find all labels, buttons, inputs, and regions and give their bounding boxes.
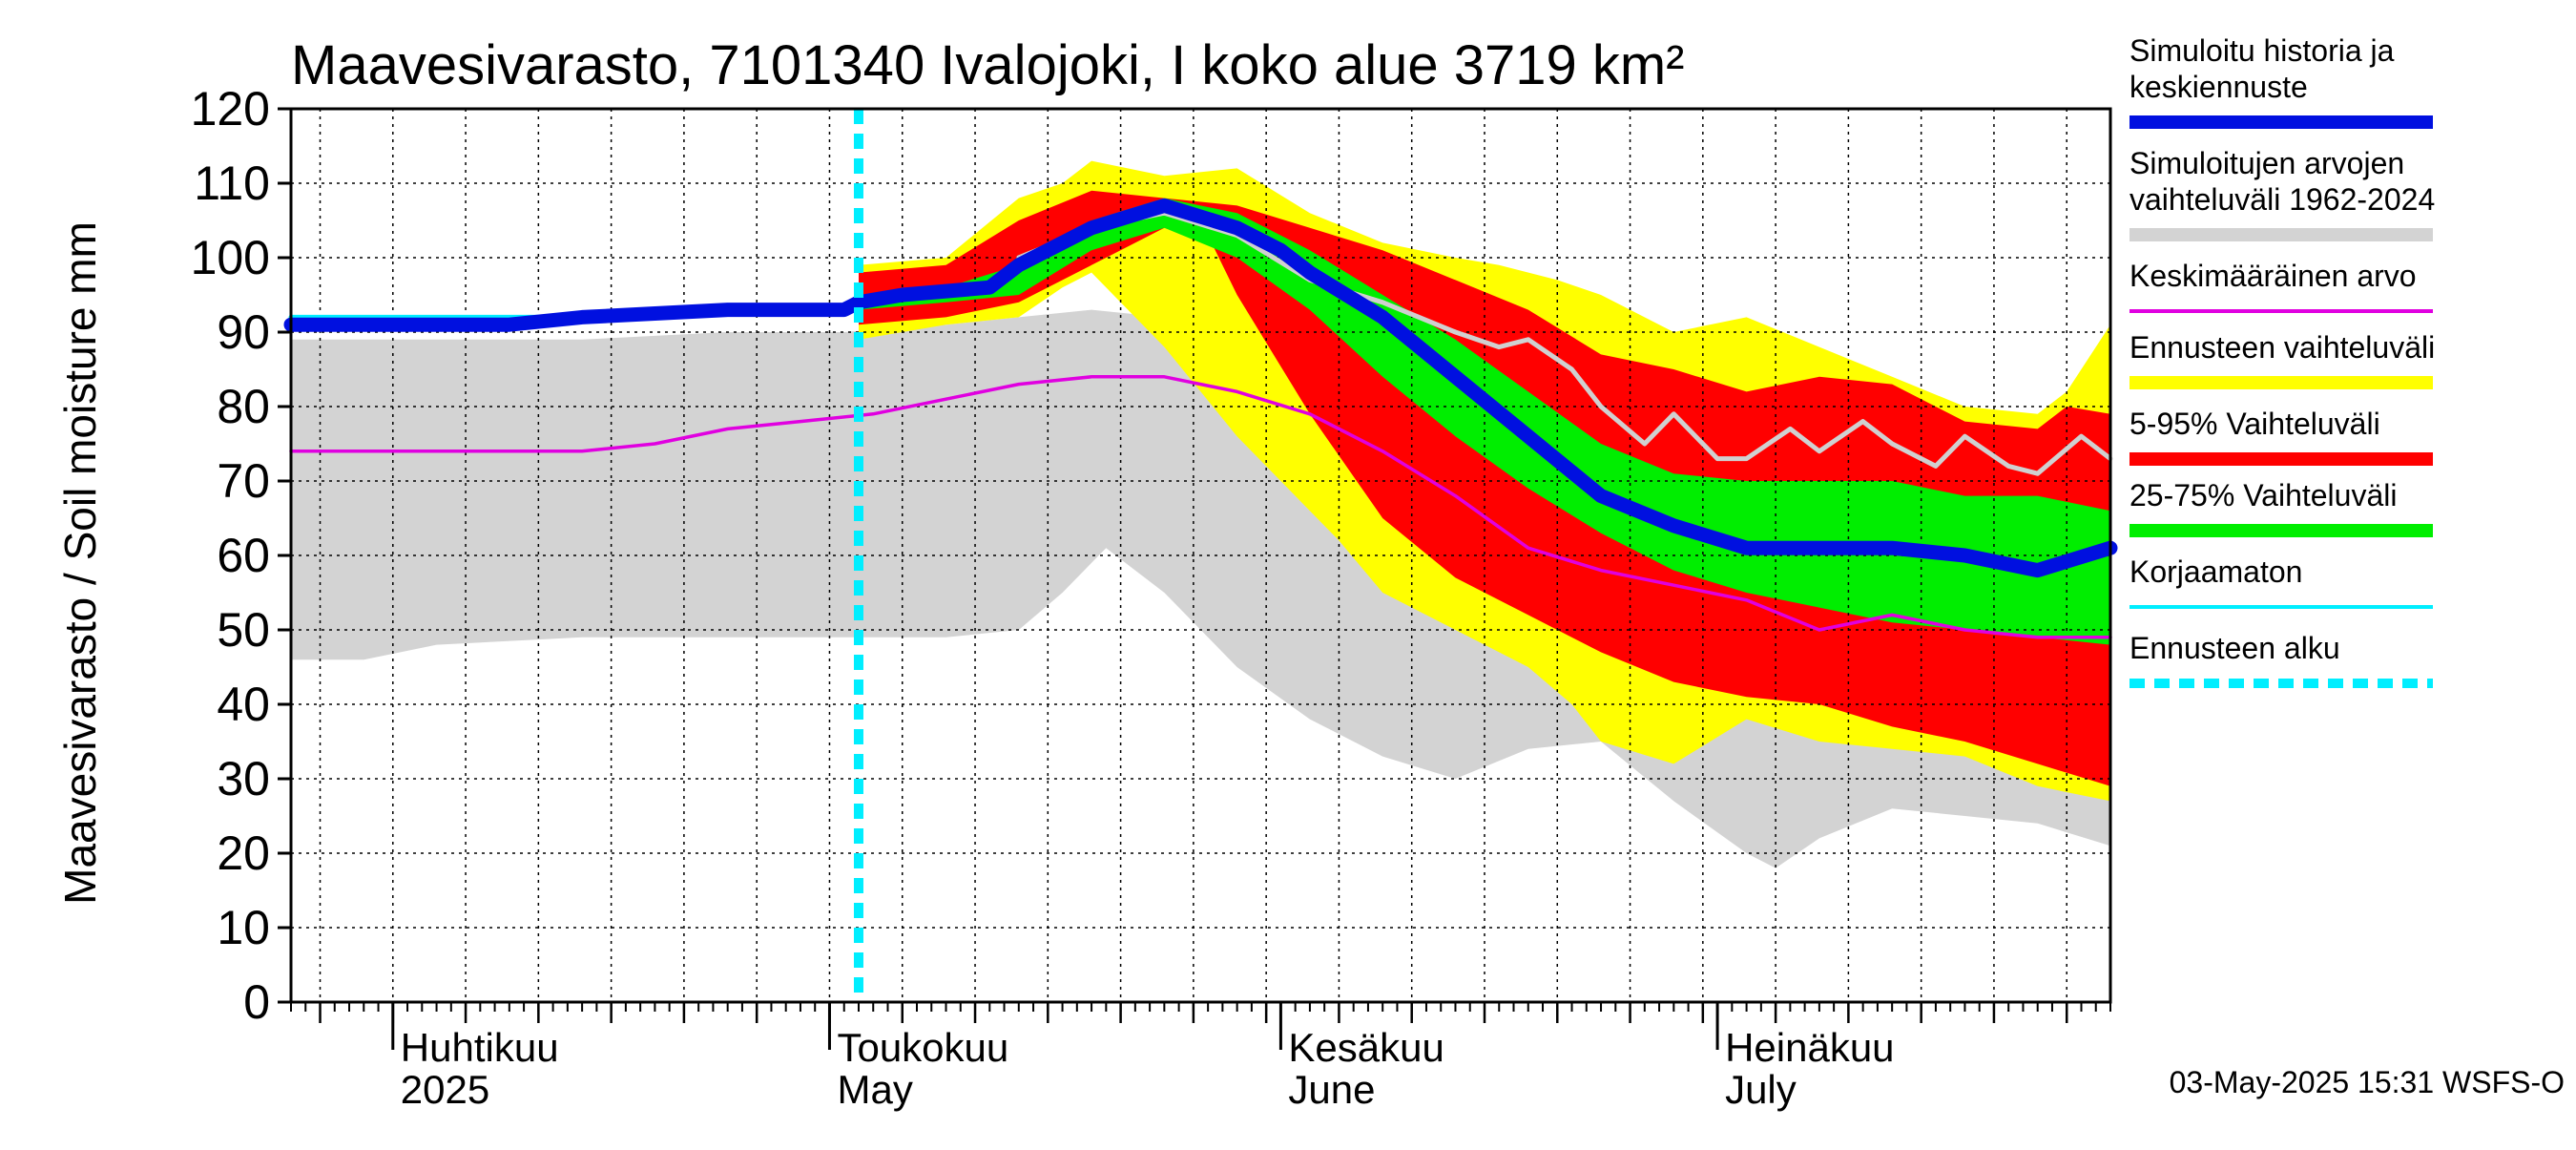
y-tick-label: 70 xyxy=(217,454,270,508)
legend-label-sim: keskiennuste xyxy=(2129,70,2308,104)
y-tick-label: 60 xyxy=(217,529,270,582)
y-tick-label: 120 xyxy=(191,82,270,136)
mean-line xyxy=(289,375,2112,639)
timestamp: 03-May-2025 15:31 WSFS-O xyxy=(2170,1065,2565,1099)
month-label-en: 2025 xyxy=(401,1067,489,1112)
legend-label-range: Simuloitujen arvojen xyxy=(2129,146,2404,180)
legend-label-p2575: 25-75% Vaihteluväli xyxy=(2129,478,2397,512)
y-tick-label: 0 xyxy=(243,975,270,1029)
month-label-en: June xyxy=(1288,1067,1375,1112)
y-tick-label: 50 xyxy=(217,603,270,657)
y-tick-label: 80 xyxy=(217,380,270,433)
y-tick-label: 30 xyxy=(217,752,270,805)
chart-title: Maavesivarasto, 7101340 Ivalojoki, I kok… xyxy=(291,34,1684,96)
y-tick-label: 20 xyxy=(217,826,270,880)
legend-label-ens: Ennusteen vaihteluväli xyxy=(2129,330,2435,365)
lines-layer xyxy=(283,109,2118,1002)
month-label-en: July xyxy=(1725,1067,1797,1112)
legend-label-fstart: Ennusteen alku xyxy=(2129,631,2340,665)
band-25-75 xyxy=(859,198,2110,645)
y-axis-label: Maavesivarasto / Soil moisture mm xyxy=(55,221,105,905)
month-label-fi: Huhtikuu xyxy=(401,1025,559,1070)
y-tick-label: 90 xyxy=(217,305,270,359)
legend-label-range: vaihteluväli 1962-2024 xyxy=(2129,182,2435,217)
y-tick-label: 10 xyxy=(217,901,270,954)
axes-layer: 0 10 20 30 40 50 60 70 80 90 100 110 120 Huhtikuu2025… xyxy=(191,82,2112,1112)
month-label-fi: Kesäkuu xyxy=(1288,1025,1444,1070)
month-label-en: May xyxy=(837,1067,912,1112)
month-label-fi: Toukokuu xyxy=(837,1025,1008,1070)
bands-layer xyxy=(291,160,2110,868)
legend-label-sim: Simuloitu historia ja xyxy=(2129,33,2395,68)
grid-layer xyxy=(291,109,2110,1002)
legend-label-uncorr: Korjaamaton xyxy=(2129,554,2302,589)
y-tick-label: 40 xyxy=(217,678,270,731)
simulated-median-line xyxy=(283,198,2118,578)
y-tick-label: 110 xyxy=(194,157,270,210)
band-5-95 xyxy=(859,190,2110,786)
legend-label-mean: Keskimääräinen arvo xyxy=(2129,259,2417,293)
month-label-fi: Heinäkuu xyxy=(1725,1025,1894,1070)
y-tick-label: 100 xyxy=(191,231,270,284)
legend-label-p595: 5-95% Vaihteluväli xyxy=(2129,407,2380,441)
